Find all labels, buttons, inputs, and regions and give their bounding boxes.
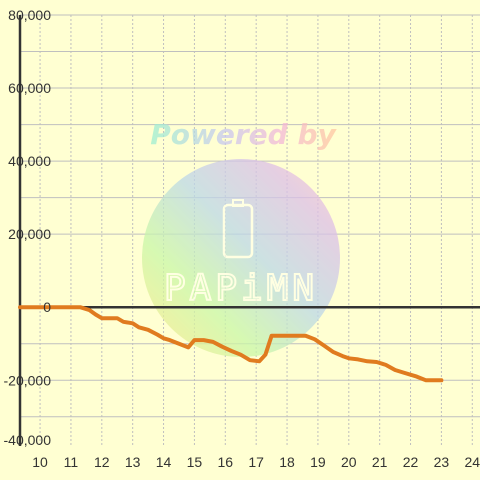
data-point xyxy=(271,335,273,337)
data-point xyxy=(231,350,232,352)
data-point xyxy=(394,369,396,371)
data-point xyxy=(264,354,266,356)
data-point xyxy=(221,346,223,348)
x-tick-label: 15 xyxy=(187,454,203,470)
data-point xyxy=(132,322,134,324)
series-line xyxy=(18,305,444,383)
phone-antenna-icon xyxy=(232,199,244,207)
data-point xyxy=(274,335,276,337)
data-point xyxy=(147,329,149,331)
data-point xyxy=(178,343,180,345)
data-point xyxy=(366,360,368,362)
x-tick-label: 17 xyxy=(248,454,264,470)
data-point xyxy=(376,361,378,363)
data-point xyxy=(295,335,297,337)
y-tick-label: 60,000 xyxy=(8,80,51,96)
data-point xyxy=(342,355,344,357)
data-point xyxy=(258,360,260,362)
x-tick-label: 20 xyxy=(341,454,357,470)
x-tick-label: 22 xyxy=(403,454,419,470)
x-tick-label: 12 xyxy=(94,454,110,470)
data-point xyxy=(169,339,171,341)
data-point xyxy=(286,335,288,337)
data-point xyxy=(348,357,350,359)
data-point xyxy=(425,379,427,381)
data-point xyxy=(203,339,205,341)
x-tick-label: 21 xyxy=(372,454,388,470)
data-point xyxy=(357,358,359,360)
data-point xyxy=(212,341,214,343)
y-tick-label: 80,000 xyxy=(8,7,51,23)
data-point xyxy=(163,337,165,339)
watermark-brand: PAPiMN xyxy=(164,268,318,309)
data-point xyxy=(70,306,72,308)
x-tick-label: 13 xyxy=(125,454,141,470)
data-point xyxy=(107,317,109,319)
data-point xyxy=(122,321,124,323)
data-point xyxy=(101,317,103,319)
data-point xyxy=(116,317,118,319)
data-point xyxy=(193,339,195,341)
data-point xyxy=(385,364,387,366)
x-tick-label: 11 xyxy=(64,454,79,470)
y-tick-label: 40,000 xyxy=(8,153,51,169)
data-point xyxy=(89,309,90,311)
data-point xyxy=(332,351,334,353)
data-point xyxy=(156,334,158,336)
data-point xyxy=(39,306,41,308)
data-point xyxy=(314,338,316,340)
x-tick-label: 16 xyxy=(218,454,234,470)
x-tick-label: 14 xyxy=(156,454,172,470)
y-tick-label: -40,000 xyxy=(4,432,52,448)
watermark-powered-by: Powered by xyxy=(150,118,337,151)
data-point xyxy=(79,306,81,308)
data-point xyxy=(187,346,189,348)
x-tick-label: 24 xyxy=(464,454,480,470)
y-tick-label: -20,000 xyxy=(4,372,52,388)
y-tick-labels: 80,000 60,000 40,000 20,000 0 -20,000 -40,000 xyxy=(4,7,52,448)
x-tick-label: 10 xyxy=(32,454,48,470)
data-point xyxy=(55,306,56,308)
x-tick-label: 19 xyxy=(310,454,326,470)
data-point xyxy=(440,379,442,381)
data-point xyxy=(138,326,140,328)
data-point xyxy=(323,345,325,347)
data-point xyxy=(240,354,242,356)
y-tick-label: 0 xyxy=(43,299,51,315)
data-point xyxy=(416,376,418,378)
x-tick-labels: 10 11 12 13 14 15 16 17 18 19 20 21 22 23 24 xyxy=(32,454,480,470)
series-layer xyxy=(18,305,444,383)
y-tick-label: 20,000 xyxy=(8,226,51,242)
x-tick-label: 23 xyxy=(434,454,450,470)
data-point xyxy=(434,379,436,381)
data-point xyxy=(403,372,405,374)
data-point xyxy=(19,306,21,308)
x-tick-label: 18 xyxy=(279,454,295,470)
data-point xyxy=(249,359,251,361)
data-point xyxy=(95,314,97,315)
data-point xyxy=(305,335,307,337)
